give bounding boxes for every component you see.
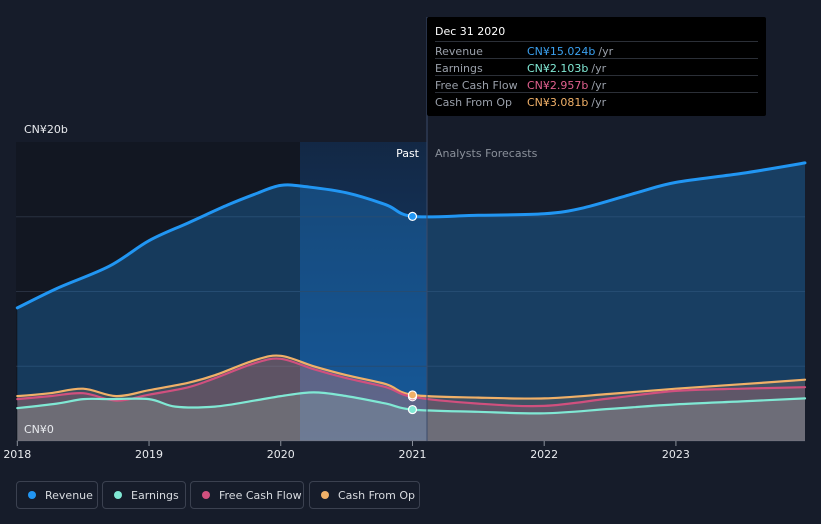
tooltip-markers [407,211,418,415]
legend-label: Earnings [131,488,179,502]
tooltip-label: Free Cash Flow [435,79,518,92]
legend-dot-icon [28,491,36,499]
x-tick-label: 2020 [267,448,295,461]
tooltip-value: CN¥15.024b/yr [527,45,614,58]
tooltip-row-earnings: Earnings CN¥2.103b/yr [435,58,758,76]
marker-revenue [407,211,418,221]
tooltip-label: Cash From Op [435,96,513,109]
tooltip-row-revenue: Revenue CN¥15.024b/yr [435,41,758,59]
legend-label: Free Cash Flow [219,488,302,502]
tooltip-value: CN¥2.103b/yr [527,62,607,75]
data-tooltip: Dec 31 2020 Revenue CN¥15.024b/yr Earnin… [427,17,766,116]
area-earnings [17,392,806,441]
legend-item-free-cash-flow[interactable]: Free Cash Flow [190,481,304,509]
tooltip-value: CN¥3.081b/yr [527,96,607,109]
x-tick-label: 2018 [3,448,31,461]
legend-dot-icon [114,491,122,499]
tooltip-row-cash-from-op: Cash From Op CN¥3.081b/yr [435,92,758,110]
legend-item-revenue[interactable]: Revenue [16,481,98,509]
legend-label: Revenue [45,488,93,502]
line-earnings [16,391,807,415]
y-axis-bottom-label: CN¥0 [24,423,54,436]
line-revenue [15,161,807,310]
tooltip-value: CN¥2.957b/yr [527,79,607,92]
tooltip-label: Earnings [435,62,483,75]
x-tick-label: 2022 [530,448,558,461]
tooltip-row-free-cash-flow: Free Cash Flow CN¥2.957b/yr [435,75,758,93]
x-tick-label: 2023 [662,448,690,461]
area-revenue [17,162,806,441]
legend-label: Cash From Op [338,488,416,502]
legend-dot-icon [321,491,329,499]
line-cash-from-op [16,354,807,400]
x-axis: 2018 2019 2020 2021 2022 2023 [3,441,690,461]
series-lines [15,161,807,415]
tooltip-date: Dec 31 2020 [435,25,506,38]
past-label: Past [396,147,420,160]
line-free-cash-flow [16,357,807,408]
legend-item-cash-from-op[interactable]: Cash From Op [309,481,420,509]
x-tick-label: 2021 [398,448,426,461]
x-tick-label: 2019 [135,448,163,461]
legend-item-earnings[interactable]: Earnings [102,481,186,509]
marker-earnings [407,404,418,415]
forecast-label: Analysts Forecasts [435,147,538,160]
legend-dot-icon [202,491,210,499]
tooltip-label: Revenue [435,45,483,58]
marker-cash-from-op [407,390,418,400]
y-axis-top-label: CN¥20b [24,123,68,136]
